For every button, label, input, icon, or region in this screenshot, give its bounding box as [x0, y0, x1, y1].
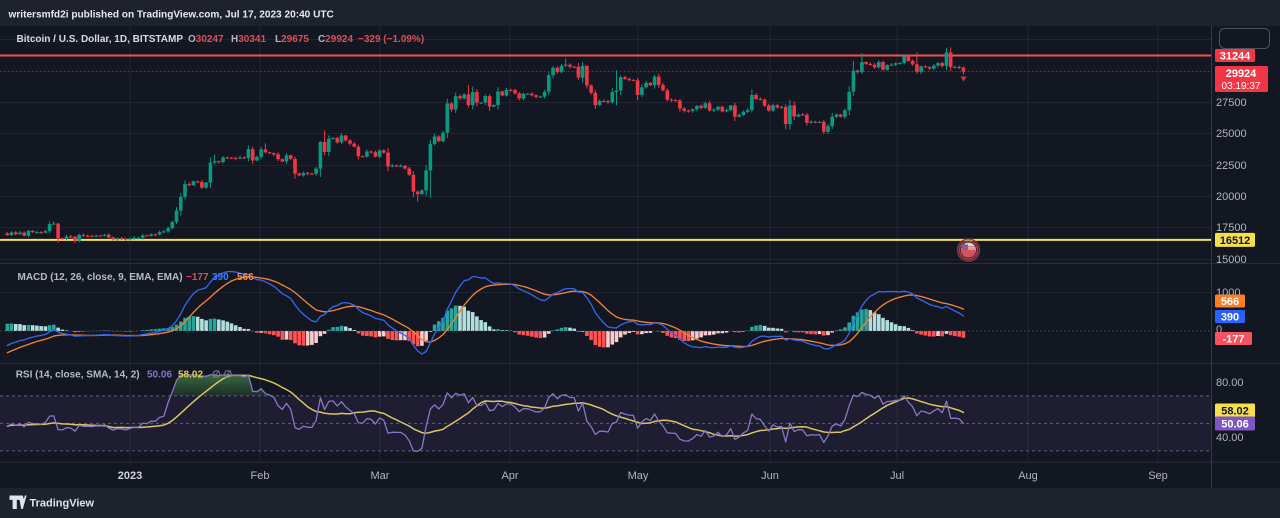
svg-text:Bitcoin / U.S. Dollar, 1D, BIT: Bitcoin / U.S. Dollar, 1D, BITSTAMP [17, 34, 184, 45]
svg-text:−177: −177 [186, 272, 209, 283]
svg-text:MACD (12, 26, close, 9, EMA, E: MACD (12, 26, close, 9, EMA, EMA) [18, 272, 183, 283]
svg-text:03:19:37: 03:19:37 [1222, 81, 1261, 92]
svg-text:TradingView: TradingView [30, 498, 95, 510]
svg-text:0: 0 [1216, 324, 1222, 336]
svg-text:58.02: 58.02 [178, 370, 203, 381]
svg-text:RSI (14, close, SMA, 14, 2): RSI (14, close, SMA, 14, 2) [16, 370, 140, 381]
svg-text:Apr: Apr [501, 470, 518, 482]
svg-text:15000: 15000 [1216, 254, 1247, 266]
svg-text:−329 (−1.09%): −329 (−1.09%) [358, 34, 424, 45]
svg-text:566: 566 [237, 272, 254, 283]
svg-text:390: 390 [212, 272, 229, 283]
svg-text:∅ ∅: ∅ ∅ [212, 370, 232, 381]
svg-text:Mar: Mar [371, 470, 390, 482]
svg-text:17500: 17500 [1216, 222, 1247, 234]
svg-text:31244: 31244 [1220, 51, 1251, 63]
svg-text:390: 390 [1221, 312, 1239, 324]
svg-text:20000: 20000 [1216, 191, 1247, 203]
svg-text:50.06: 50.06 [147, 370, 172, 381]
svg-text:-177: -177 [1222, 334, 1244, 346]
svg-text:29924: 29924 [1226, 68, 1257, 80]
svg-text:566: 566 [1221, 296, 1239, 308]
svg-text:Sep: Sep [1148, 470, 1168, 482]
svg-text:2023: 2023 [118, 470, 142, 482]
svg-text:80.00: 80.00 [1216, 377, 1244, 389]
svg-text:50.06: 50.06 [1221, 419, 1249, 431]
svg-text:H30341: H30341 [231, 34, 266, 45]
svg-text:L29675: L29675 [275, 34, 309, 45]
svg-text:Feb: Feb [251, 470, 270, 482]
svg-text:Aug: Aug [1018, 470, 1038, 482]
svg-text:Jun: Jun [761, 470, 779, 482]
svg-text:Jul: Jul [890, 470, 904, 482]
svg-text:O30247: O30247 [188, 34, 224, 45]
svg-text:22500: 22500 [1216, 160, 1247, 172]
svg-text:C29924: C29924 [318, 34, 353, 45]
svg-text:25000: 25000 [1216, 128, 1247, 140]
svg-text:58.02: 58.02 [1221, 406, 1249, 418]
svg-text:27500: 27500 [1216, 97, 1247, 109]
svg-text:16512: 16512 [1220, 235, 1251, 247]
svg-text:writersmfd2i published on Trad: writersmfd2i published on TradingView.co… [8, 10, 335, 21]
svg-text:40.00: 40.00 [1216, 432, 1244, 444]
svg-text:May: May [628, 470, 649, 482]
